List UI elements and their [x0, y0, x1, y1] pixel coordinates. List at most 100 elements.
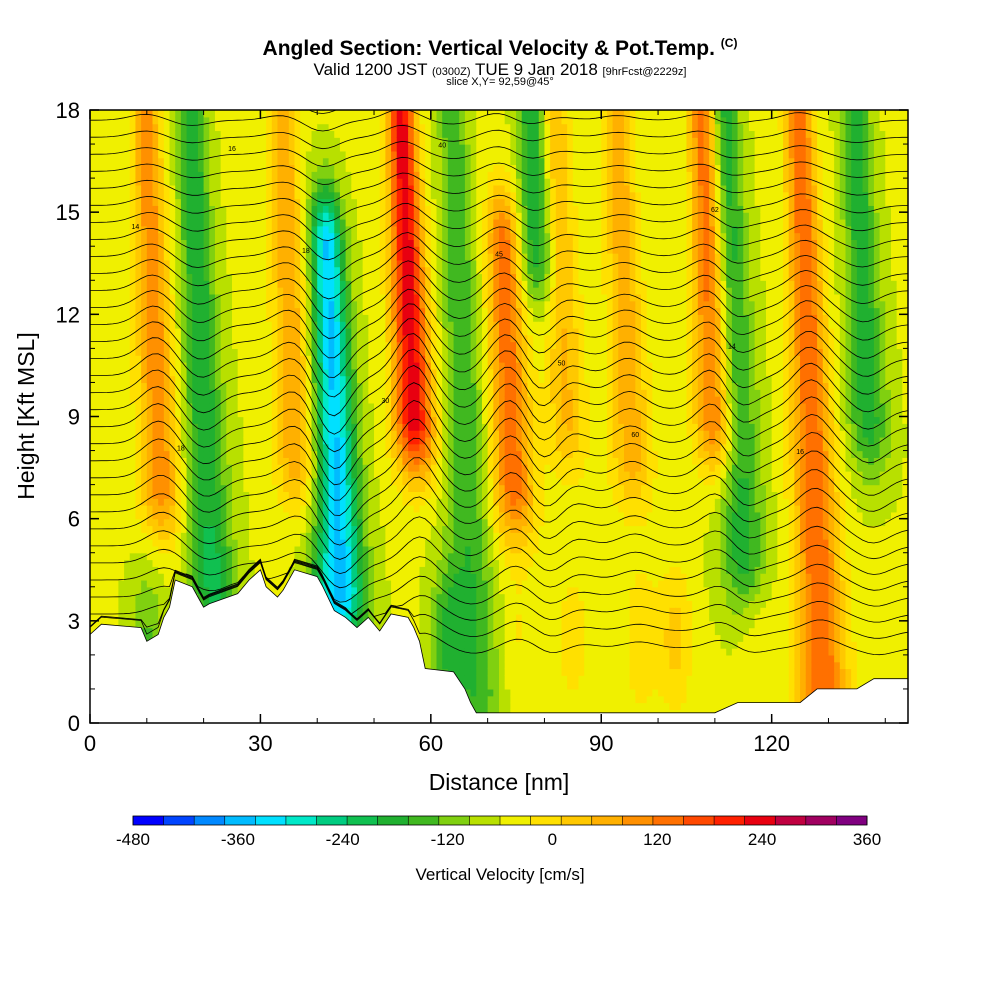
velocity-cell [260, 178, 267, 186]
velocity-cell [232, 559, 239, 567]
velocity-cell [300, 355, 307, 363]
velocity-cell [328, 253, 335, 261]
velocity-cell [112, 184, 119, 193]
velocity-cell [317, 280, 324, 288]
velocity-cell [209, 593, 216, 601]
velocity-cell [391, 280, 398, 288]
velocity-cell [90, 498, 97, 506]
velocity-cell [351, 280, 358, 288]
velocity-cell [141, 164, 148, 172]
velocity-cell [317, 348, 324, 356]
velocity-cell [345, 484, 352, 493]
velocity-cell [124, 191, 131, 200]
velocity-cell [90, 239, 97, 247]
velocity-cell [305, 484, 313, 493]
velocity-cell [322, 416, 330, 424]
velocity-cell [203, 423, 210, 431]
velocity-cell [232, 518, 239, 527]
velocity-cell [322, 205, 330, 213]
velocity-cell [220, 212, 227, 220]
velocity-cell [266, 559, 273, 567]
velocity-cell [345, 464, 352, 472]
velocity-cell [311, 307, 318, 315]
velocity-cell [101, 484, 108, 493]
velocity-cell [351, 246, 358, 254]
velocity-cell [362, 137, 369, 145]
velocity-cell [266, 416, 273, 424]
velocity-cell [339, 355, 347, 363]
velocity-cell [95, 110, 102, 118]
velocity-cell [288, 191, 296, 200]
velocity-cell [254, 191, 262, 200]
velocity-cell [124, 137, 131, 145]
velocity-cell [124, 287, 131, 295]
velocity-cell [368, 293, 375, 302]
velocity-cell [146, 600, 154, 608]
velocity-cell [328, 280, 335, 288]
velocity-cell [260, 130, 267, 138]
velocity-cell [226, 300, 233, 309]
velocity-cell [232, 539, 239, 547]
velocity-cell [152, 232, 159, 241]
velocity-cell [351, 116, 358, 125]
velocity-cell [209, 178, 216, 186]
velocity-cell [254, 362, 262, 370]
velocity-cell [135, 321, 142, 329]
chart-title-suffix: (C) [720, 36, 738, 50]
velocity-cell [396, 198, 404, 206]
velocity-cell [305, 389, 313, 397]
velocity-cell [391, 532, 398, 540]
velocity-cell [277, 293, 284, 302]
velocity-cell [163, 239, 171, 247]
velocity-cell [197, 532, 205, 540]
velocity-cell [197, 443, 205, 452]
velocity-cell [277, 505, 284, 513]
velocity-cell [129, 423, 137, 431]
velocity-cell [260, 253, 267, 261]
velocity-cell [317, 266, 324, 275]
velocity-cell [101, 212, 108, 220]
velocity-cell [368, 457, 375, 465]
velocity-cell [209, 184, 216, 193]
velocity-cell [249, 253, 256, 261]
velocity-cell [311, 327, 318, 336]
velocity-cell [374, 443, 381, 452]
velocity-cell [362, 545, 369, 554]
velocity-cell [368, 314, 375, 322]
velocity-cell [339, 314, 347, 322]
valid-time: Valid 1200 JST [313, 60, 428, 79]
velocity-cell [271, 532, 279, 540]
velocity-cell [226, 539, 233, 547]
velocity-cell [146, 559, 154, 567]
velocity-cell [243, 498, 250, 506]
velocity-cell [214, 498, 222, 506]
velocity-cell [209, 505, 216, 513]
velocity-cell [180, 573, 188, 581]
velocity-cell [334, 334, 341, 343]
velocity-cell [339, 273, 347, 281]
velocity-cell [209, 559, 216, 567]
velocity-cell [175, 477, 182, 486]
velocity-cell [396, 280, 404, 288]
velocity-cell [209, 402, 216, 411]
velocity-cell [385, 593, 392, 601]
velocity-cell [379, 110, 386, 118]
velocity-cell [90, 273, 97, 281]
velocity-cell [141, 579, 148, 588]
velocity-cell [90, 293, 97, 302]
velocity-cell [294, 511, 301, 520]
velocity-cell [169, 484, 176, 493]
velocity-cell [271, 464, 279, 472]
velocity-cell [175, 525, 182, 533]
velocity-cell [135, 382, 142, 390]
velocity-cell [197, 327, 205, 336]
velocity-cell [141, 627, 148, 636]
velocity-cell [339, 443, 347, 452]
velocity-cell [328, 525, 335, 533]
velocity-cell [129, 307, 137, 315]
velocity-cell [391, 566, 398, 574]
velocity-cell [95, 314, 102, 322]
velocity-cell [112, 464, 119, 472]
velocity-cell [101, 464, 108, 472]
velocity-cell [266, 430, 273, 438]
